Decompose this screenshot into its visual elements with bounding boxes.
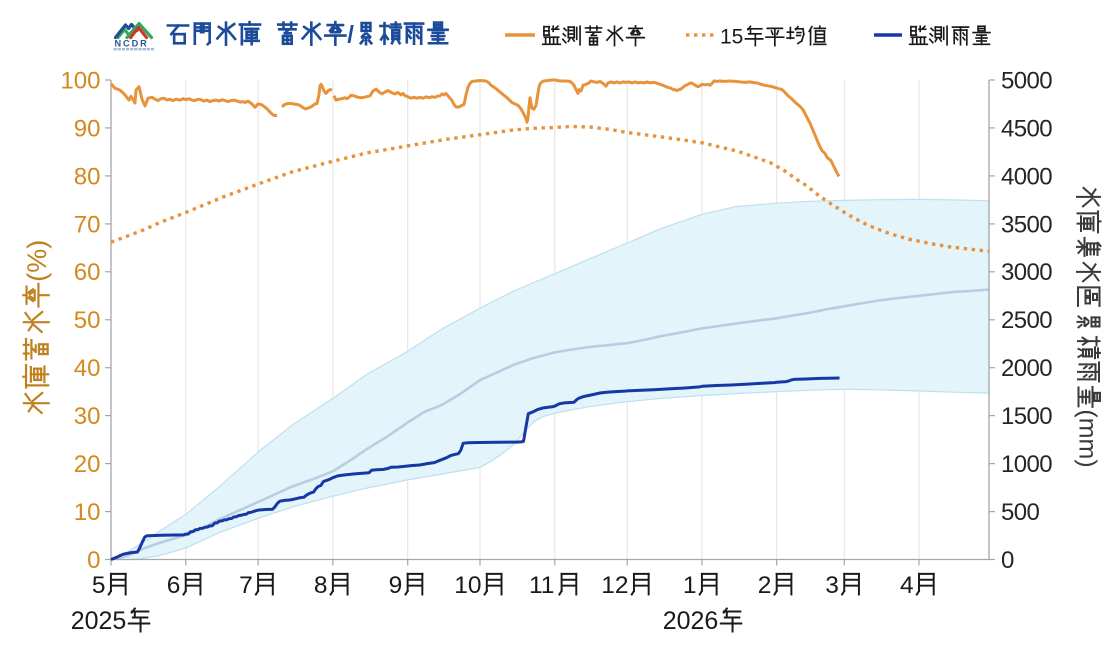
svg-text:4500: 4500: [1001, 115, 1052, 142]
svg-text:1: 1: [683, 572, 697, 599]
svg-text:20: 20: [74, 451, 101, 478]
svg-text:40: 40: [74, 355, 101, 382]
svg-text:100: 100: [60, 67, 100, 94]
svg-text:3000: 3000: [1001, 259, 1052, 286]
svg-text:11: 11: [529, 572, 554, 599]
svg-text:50: 50: [74, 307, 101, 334]
svg-text:90: 90: [74, 115, 101, 142]
svg-text:60: 60: [74, 259, 101, 286]
svg-text:8: 8: [314, 572, 328, 599]
svg-text:1500: 1500: [1001, 403, 1052, 430]
svg-text:5: 5: [92, 572, 106, 599]
svg-text:15: 15: [720, 26, 743, 49]
svg-text:(mm): (mm): [1074, 409, 1102, 467]
svg-text:1000: 1000: [1001, 451, 1052, 478]
svg-text:/: /: [347, 21, 354, 48]
svg-text:500: 500: [1001, 499, 1039, 526]
svg-text:3500: 3500: [1001, 211, 1052, 238]
svg-text:2000: 2000: [1001, 355, 1052, 382]
svg-text:0: 0: [1001, 547, 1014, 574]
svg-text:30: 30: [74, 403, 101, 430]
svg-text:5000: 5000: [1001, 67, 1052, 94]
svg-text:70: 70: [74, 211, 101, 238]
svg-text:9: 9: [389, 572, 403, 599]
svg-text:12: 12: [601, 572, 628, 599]
svg-text:2025: 2025: [71, 607, 127, 635]
svg-text:10: 10: [74, 499, 101, 526]
svg-text:80: 80: [74, 163, 101, 190]
svg-text:NCDR: NCDR: [115, 38, 149, 48]
svg-text:3: 3: [825, 572, 839, 599]
svg-text:4: 4: [900, 572, 914, 599]
svg-text:6: 6: [167, 572, 181, 599]
svg-text:2026: 2026: [663, 607, 719, 635]
svg-text:10: 10: [454, 572, 481, 599]
svg-text:(%): (%): [22, 240, 52, 282]
svg-text:2: 2: [758, 572, 772, 599]
svg-text:7: 7: [239, 572, 253, 599]
svg-text:0: 0: [87, 547, 100, 574]
svg-text:4000: 4000: [1001, 163, 1052, 190]
svg-text:2500: 2500: [1001, 307, 1052, 334]
